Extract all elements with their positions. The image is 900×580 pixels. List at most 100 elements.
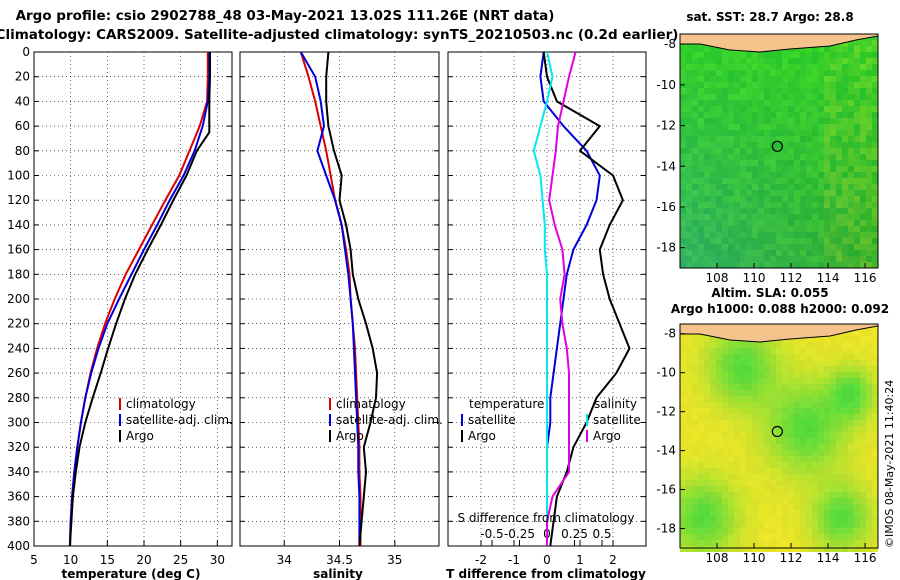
map-cell (812, 250, 818, 256)
map-cell (776, 516, 782, 522)
map-cell (698, 82, 704, 88)
map-cell (842, 546, 848, 552)
depth-tick-label-40: 40 (15, 94, 30, 108)
map-cell (776, 492, 782, 498)
map-cell (752, 438, 758, 444)
map-cell (698, 124, 704, 130)
map-cell (680, 540, 686, 546)
map-cell (752, 372, 758, 378)
map-cell (854, 94, 860, 100)
map-cell (692, 244, 698, 250)
map-cell (788, 510, 794, 516)
map-cell (800, 348, 806, 354)
map-cell (872, 142, 878, 148)
map-cell (842, 462, 848, 468)
map-cell (758, 190, 764, 196)
map-cell (752, 384, 758, 390)
map-cell (764, 106, 770, 112)
map-cell (848, 354, 854, 360)
map-cell (746, 534, 752, 540)
map-cell (806, 348, 812, 354)
map-cell (710, 462, 716, 468)
map-cell (722, 462, 728, 468)
map-cell (734, 172, 740, 178)
map-cell (758, 172, 764, 178)
map-cell (728, 474, 734, 480)
map-cell (776, 408, 782, 414)
map-cell (782, 378, 788, 384)
depth-tick-label-20: 20 (15, 70, 30, 84)
map-cell (830, 516, 836, 522)
map-cell (794, 426, 800, 432)
map-cell (698, 516, 704, 522)
map-cell (776, 226, 782, 232)
map-cell (740, 214, 746, 220)
map-cell (746, 76, 752, 82)
map-cell (848, 366, 854, 372)
map-cell (854, 178, 860, 184)
map-cell (788, 130, 794, 136)
map-cell (860, 480, 866, 486)
map-cell (848, 226, 854, 232)
map-cell (680, 384, 686, 390)
map-cell (764, 402, 770, 408)
map-cell (788, 528, 794, 534)
map-cell (728, 456, 734, 462)
map-cell (836, 208, 842, 214)
map-cell (818, 262, 824, 268)
map-cell (794, 468, 800, 474)
map-cell (782, 366, 788, 372)
map-cell (818, 438, 824, 444)
map-cell (740, 444, 746, 450)
map-cell (866, 546, 872, 552)
map-cell (758, 184, 764, 190)
map-cell (788, 384, 794, 390)
map-cell (758, 426, 764, 432)
map-cell (866, 190, 872, 196)
map-cell (710, 456, 716, 462)
map-cell (812, 342, 818, 348)
map-cell (794, 52, 800, 58)
map-cell (734, 378, 740, 384)
map-cell (680, 178, 686, 184)
map-cell (752, 130, 758, 136)
map-cell (848, 492, 854, 498)
map-cell (866, 462, 872, 468)
map-cell (764, 244, 770, 250)
map-cell (872, 498, 878, 504)
map-cell (770, 64, 776, 70)
map-cell (800, 148, 806, 154)
map-cell (860, 262, 866, 268)
map-cell (830, 130, 836, 136)
map-cell (692, 450, 698, 456)
map-cell (770, 70, 776, 76)
map-cell (680, 372, 686, 378)
map-cell (836, 396, 842, 402)
map-cell (818, 414, 824, 420)
map-cell (752, 208, 758, 214)
map-cell (764, 256, 770, 262)
map-cell (710, 172, 716, 178)
x-tick-label-30: 30 (210, 553, 225, 567)
map-cell (854, 238, 860, 244)
map-cell (698, 136, 704, 142)
map-cell (806, 82, 812, 88)
map-cell (824, 196, 830, 202)
map-cell (806, 202, 812, 208)
map-cell (692, 106, 698, 112)
map-cell (836, 390, 842, 396)
map-cell (782, 214, 788, 220)
map-cell (710, 354, 716, 360)
map-cell (860, 124, 866, 130)
map-cell (860, 528, 866, 534)
depth-tick-label-140: 140 (7, 218, 30, 232)
map-cell (836, 250, 842, 256)
map-cell (860, 450, 866, 456)
map-cell (722, 118, 728, 124)
map-cell (794, 178, 800, 184)
map-cell (818, 372, 824, 378)
map-cell (794, 250, 800, 256)
map-cell (776, 522, 782, 528)
map-cell (734, 184, 740, 190)
map-cell (848, 396, 854, 402)
